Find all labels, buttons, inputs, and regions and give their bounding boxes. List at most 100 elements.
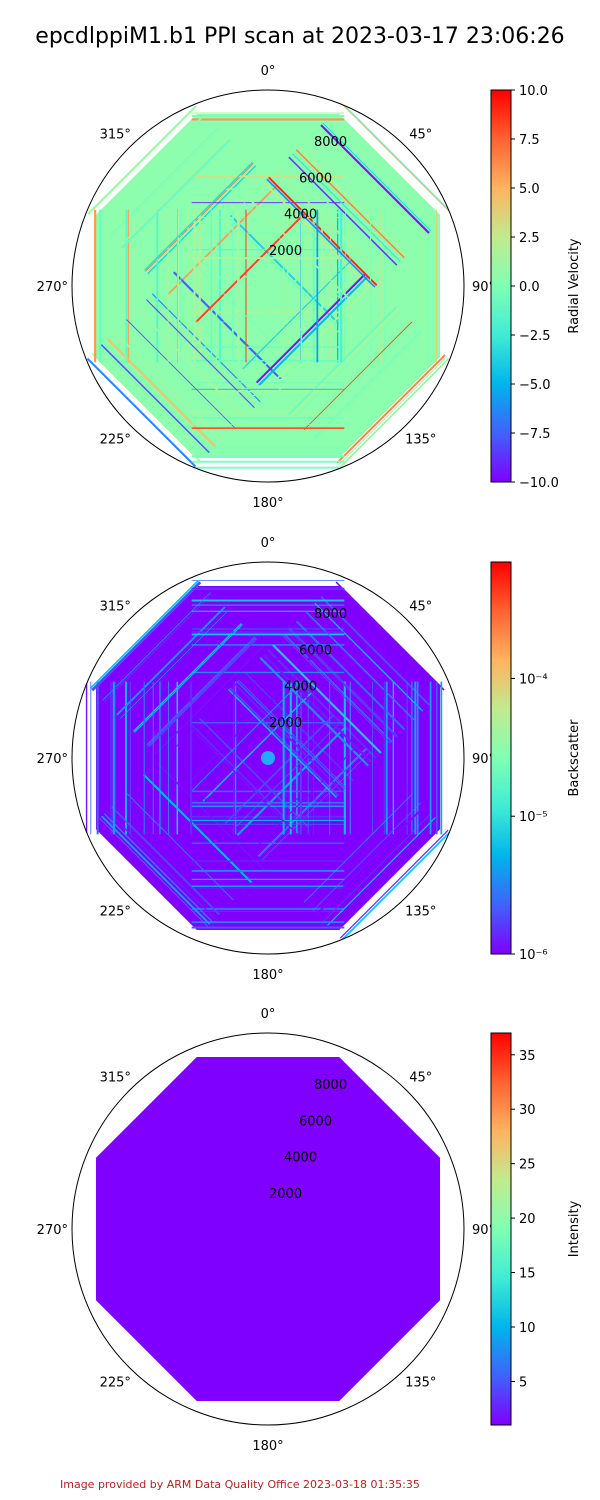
- scan-stripe: [187, 257, 297, 367]
- colorbar-tick-label: 0.0: [519, 280, 540, 295]
- scan-data: [86, 103, 451, 469]
- scan-stripe: [100, 344, 210, 454]
- scan-stripe: [236, 680, 346, 790]
- colorbar-tick-label: 20: [519, 1212, 536, 1227]
- scan-stripe: [247, 197, 357, 307]
- scan-stripe: [91, 581, 201, 691]
- angle-label: 0°: [261, 1007, 276, 1022]
- scan-stripe: [339, 829, 449, 939]
- scan-stripe: [142, 773, 253, 884]
- angle-label: 90°: [472, 280, 495, 295]
- scan-stripe: [288, 628, 398, 738]
- scan-stripe: [136, 308, 246, 418]
- angle-label: 180°: [252, 496, 283, 511]
- scan-stripe: [320, 124, 430, 234]
- angle-label: 180°: [252, 968, 283, 983]
- scan-stripe: [173, 271, 283, 381]
- scan-stripe: [288, 306, 397, 415]
- radial-tick-label: 6000: [299, 171, 332, 186]
- colorbar-tick-label: 2.5: [519, 231, 540, 246]
- colorbar-tick-label: −5.0: [519, 378, 551, 393]
- radial-tick-label: 2000: [269, 244, 302, 259]
- scan-stripe: [312, 802, 421, 911]
- colorbar-tick-label: 30: [519, 1103, 536, 1118]
- scan-stripe: [288, 156, 398, 266]
- scan-stripe: [91, 581, 201, 691]
- scan-stripe: [232, 722, 341, 831]
- scan-stripe: [303, 321, 413, 431]
- colorbar-tick-label: 10⁻⁵: [519, 810, 548, 825]
- scan-stripe: [89, 579, 199, 689]
- polar-frame: [71, 89, 465, 483]
- scan-stripe: [149, 296, 258, 405]
- colorbar-label: Intensity: [567, 1200, 582, 1257]
- scan-stripe: [167, 185, 277, 295]
- colorbar-label: Radial Velocity: [567, 238, 582, 334]
- scan-stripe: [191, 681, 301, 791]
- scan-stripe: [272, 644, 382, 754]
- angle-label: 90°: [472, 752, 495, 767]
- angle-label: 225°: [100, 433, 131, 448]
- radial-tick-label: 8000: [314, 135, 347, 150]
- angle-label: 225°: [100, 1376, 131, 1391]
- scan-stripe: [242, 260, 352, 370]
- angle-label: 315°: [100, 599, 131, 614]
- scan-stripe: [120, 610, 229, 719]
- ppi-panel-intensity: 2000 4000 6000 8000 0° 45° 90° 135° 180° 225° 270°…: [37, 1007, 582, 1454]
- scan-stripe: [322, 122, 432, 232]
- scan-stripe: [252, 742, 362, 852]
- angle-label: 225°: [100, 905, 131, 920]
- scan-stripe: [315, 805, 426, 916]
- colorbar-tick-label: 5: [519, 1375, 527, 1390]
- radial-tick-label: 4000: [284, 680, 317, 695]
- scan-stripe: [305, 611, 415, 721]
- near-range-echo: [261, 751, 275, 765]
- scan-stripe: [322, 812, 432, 922]
- scan-stripe: [292, 310, 401, 419]
- ppi-panel-backscatter: 2000 4000 6000 8000 0° 45° 90° 135° 180° 225° 270°…: [37, 536, 582, 983]
- colorbar: [490, 561, 512, 955]
- scan-stripe: [116, 606, 226, 716]
- scan-stripe: [312, 330, 422, 440]
- scan-stripe: [199, 717, 309, 827]
- radial-tick-label: 8000: [314, 607, 347, 622]
- colorbar-tick-label: 7.5: [519, 133, 540, 148]
- scan-stripe: [258, 276, 368, 386]
- scan-stripe: [335, 581, 445, 691]
- scan-stripe: [87, 105, 197, 215]
- scan-stripe: [126, 319, 235, 428]
- angle-label: 45°: [409, 599, 432, 614]
- scan-footprint: [95, 1056, 441, 1402]
- scan-stripe: [147, 637, 258, 748]
- scan-stripe: [338, 356, 448, 466]
- angle-label: 45°: [409, 127, 432, 142]
- scan-stripe: [155, 645, 265, 755]
- angle-label: 270°: [37, 752, 68, 767]
- scan-footprint: [95, 113, 441, 459]
- colorbar-tick-label: 10⁻⁶: [519, 948, 548, 963]
- scan-stripe: [271, 289, 381, 399]
- scan-stripe: [237, 679, 347, 789]
- scan-stripe: [313, 331, 423, 441]
- scan-stripe: [103, 593, 213, 703]
- scan-stripe: [103, 813, 213, 923]
- scan-stripe: [264, 282, 374, 392]
- scan-stripe: [224, 714, 335, 825]
- scan-stripe: [202, 692, 312, 802]
- scan-stripe: [132, 622, 242, 732]
- scan-stripe: [113, 331, 223, 441]
- scan-data: [95, 1056, 441, 1402]
- scan-stripe: [91, 353, 201, 463]
- scan-stripe: [259, 658, 368, 767]
- scan-stripe: [147, 165, 257, 275]
- radial-tick-label: 4000: [284, 1151, 317, 1166]
- colorbar-tick-label: 10.0: [519, 84, 548, 99]
- scan-stripe: [101, 815, 211, 925]
- scan-stripe: [151, 293, 261, 403]
- scan-stripe: [202, 692, 312, 802]
- angle-label: 315°: [100, 1070, 131, 1085]
- scan-stripe: [243, 201, 353, 311]
- colorbar: [490, 89, 512, 483]
- scan-stripe: [255, 273, 366, 384]
